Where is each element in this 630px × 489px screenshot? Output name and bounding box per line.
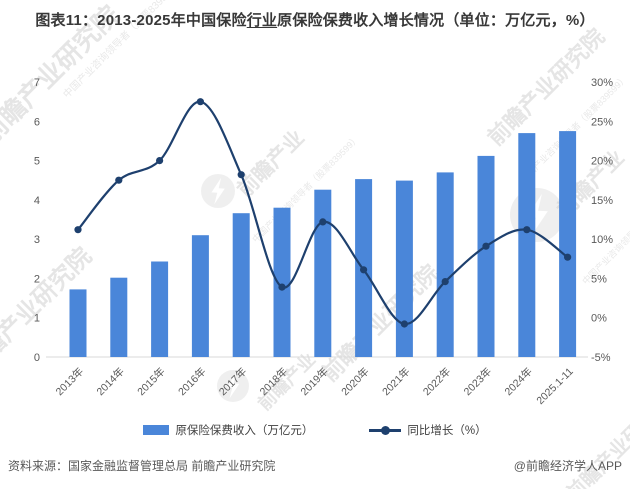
x-axis-label: 2015年 [135,365,168,398]
premium-bar [191,235,209,357]
left-axis-tick: 3 [34,234,40,246]
right-axis-tick: 25% [591,116,613,128]
growth-point [441,278,449,286]
growth-point [115,176,123,184]
x-axis-label: 2014年 [94,365,127,398]
premium-bar [69,289,87,357]
chart-plot-area: 0 1 2 3 4 5 6 7 -5% 0% 5% 10% 15% 20% 25% 30% 2013年 2014年… [34,77,613,407]
chart-title-underlined-keyword: 行业 [246,12,278,29]
growth-point [564,253,572,261]
x-axis-label: 2024年 [502,365,535,398]
source-text: 资料来源：国家金融监督管理总局 前瞻产业研究院 [8,459,276,473]
x-axis-label: 2020年 [339,365,372,398]
legend-item-growth: 同比增长（%） [369,422,487,438]
x-axis-label: 2018年 [257,365,290,398]
x-axis-label: 2021年 [379,365,412,398]
premium-bar [395,180,413,357]
line-swatch-icon [369,425,402,435]
growth-point [74,226,82,234]
x-axis-label: 2019年 [298,365,331,398]
growth-point [156,157,164,165]
left-axis-tick: 0 [34,352,40,364]
growth-point [482,242,490,250]
x-axis-label: 2022年 [420,365,453,398]
chart-title: 图表11：2013-2025年中国保险行业原保险保费收入增长情况（单位：万亿元，… [28,10,602,31]
legend-label-premium: 原保险保费收入（万亿元） [175,425,314,437]
watermark-bolt-icon [211,177,225,205]
chart-footer: 资料来源：国家金融监督管理总局 前瞻产业研究院 @前瞻经济学人APP [0,457,630,474]
chart-title-prefix: 图表11：2013-2025年中国保险 [35,12,247,29]
premium-bar [151,261,169,357]
x-axis-label: 2023年 [461,365,494,398]
left-axis-tick: 4 [34,195,40,207]
premium-bar [559,131,577,357]
left-axis-tick: 5 [34,156,40,168]
premium-bar [110,277,128,357]
chart-legend: 原保险保费收入（万亿元） 同比增长（%） [0,420,630,440]
right-axis-tick: 10% [591,234,613,246]
x-axis-label: 2025.1-11 [534,366,575,407]
right-axis-tick: -5% [591,352,611,364]
premium-bar [518,133,536,357]
legend-label-growth: 同比增长（%） [407,425,487,437]
growth-point [400,320,408,328]
left-axis-tick: 1 [34,313,40,325]
watermark-bolt-icon [526,193,548,237]
right-axis-tick: 15% [591,195,613,207]
growth-point [237,171,245,179]
premium-bar [232,213,250,357]
x-axis-label: 2013年 [53,365,86,398]
premium-bar [314,189,332,357]
right-axis-tick: 5% [591,273,607,285]
left-axis-tick: 7 [34,77,40,89]
right-axis-tick: 0% [591,313,607,325]
right-axis-tick: 20% [591,156,613,168]
growth-point [523,226,531,234]
left-axis-tick: 2 [34,273,40,285]
bar-swatch-icon [143,425,170,435]
growth-point [196,98,204,106]
growth-point [360,266,368,274]
legend-item-premium: 原保险保费收入（万亿元） [143,422,313,438]
premium-bar [436,172,454,357]
line-dot-icon [381,425,391,435]
premium-bar [273,207,291,357]
left-axis-tick: 6 [34,116,40,128]
credit-text: @前瞻经济学人APP [513,459,622,473]
premium-bar [477,155,495,357]
growth-point [319,218,327,226]
right-axis-tick: 30% [591,77,613,89]
growth-point [278,283,286,291]
x-axis-label: 2016年 [175,365,208,398]
watermark-bolt-icon [226,373,240,399]
chart-title-suffix: 原保险保费收入增长情况（单位：万亿元，%） [277,12,595,29]
